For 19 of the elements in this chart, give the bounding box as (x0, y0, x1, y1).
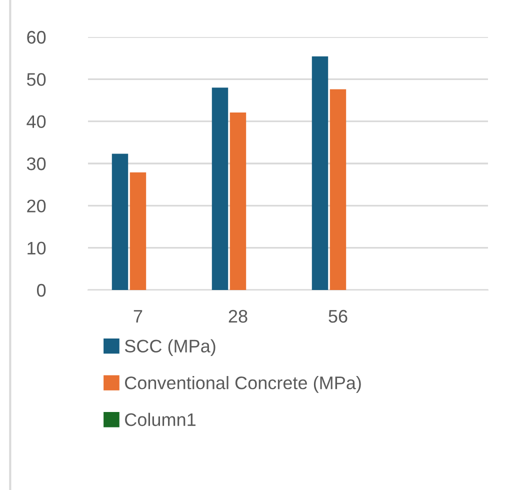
bar (330, 89, 346, 290)
bar (312, 56, 328, 290)
legend-label: Column1 (125, 412, 196, 426)
y-tick-label: 20 (27, 200, 46, 212)
y-tick-label: 50 (26, 73, 46, 86)
bar (130, 172, 146, 290)
y-tick-label: 0 (37, 284, 46, 297)
bar (212, 88, 228, 290)
bar (230, 112, 246, 290)
x-tick-label: 28 (228, 310, 248, 323)
y-tick-label: 10 (28, 242, 46, 255)
bar (112, 154, 128, 290)
x-tick-label: 56 (328, 310, 348, 323)
legend-label: SCC (MPa) (124, 339, 216, 356)
legend-label: Conventional Concrete (MPa) (125, 376, 361, 393)
y-tick-label: 40 (26, 115, 46, 128)
y-tick-label: 60 (27, 30, 46, 44)
y-tick-label: 30 (26, 157, 46, 170)
x-tick-label: 7 (134, 310, 142, 323)
